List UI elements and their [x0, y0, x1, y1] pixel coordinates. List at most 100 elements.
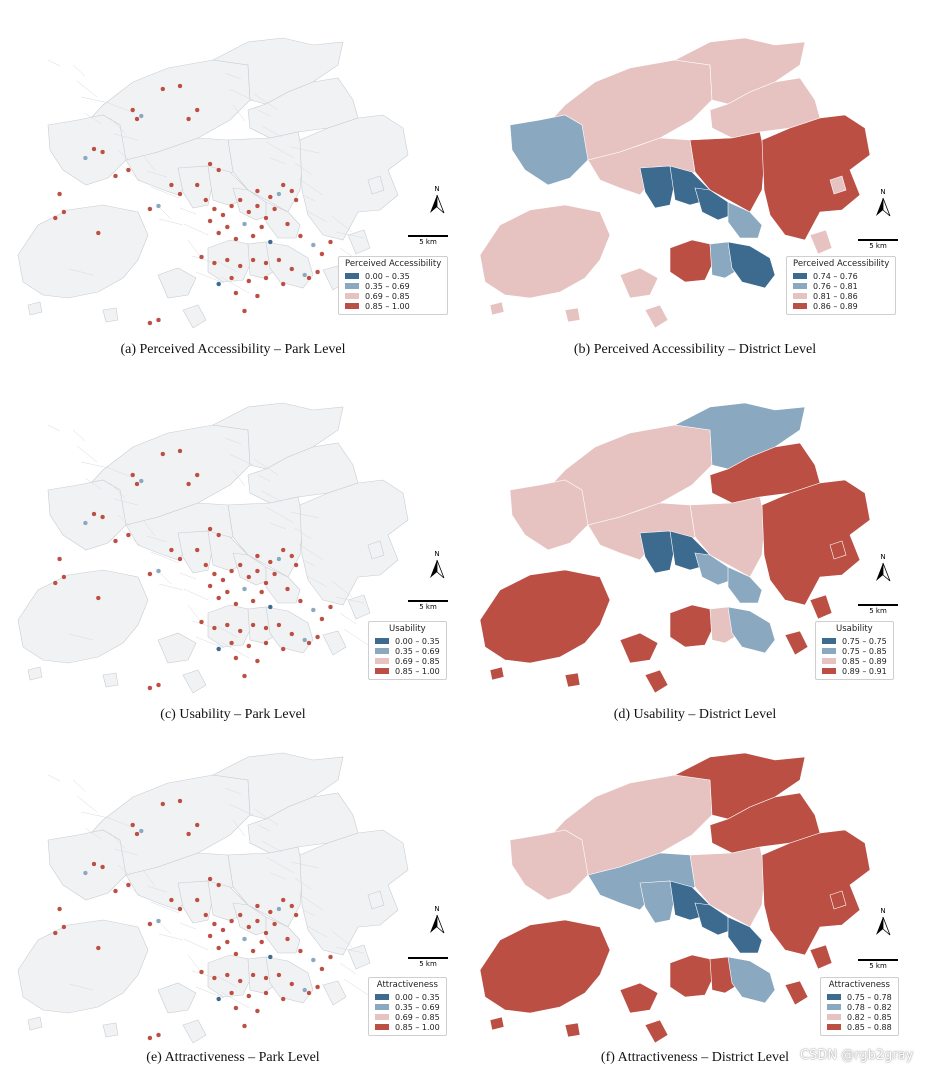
subdistrict-boundary: [302, 194, 316, 202]
park-point: [186, 116, 192, 122]
park-point: [52, 930, 58, 936]
subdistrict-boundary: [158, 218, 184, 226]
district-saikung: [761, 829, 871, 956]
park-point: [224, 972, 230, 978]
park-point: [254, 203, 261, 209]
legend-swatch: [793, 293, 807, 299]
district-tuenmun: [509, 479, 589, 551]
park-point: [315, 984, 321, 990]
legend-title: Attractiveness: [828, 980, 890, 990]
park-point: [147, 320, 153, 326]
park-point: [216, 281, 222, 287]
park-point: [254, 188, 261, 194]
park-point: [263, 275, 269, 281]
outlying-island: [157, 267, 197, 299]
legend-row-1: 0.75 – 0.75: [822, 636, 887, 646]
park-point: [203, 197, 209, 203]
map-panel-c: N 5 km Usability 0.00 – 0.35 0.35 – 0.69…: [8, 385, 458, 735]
park-point: [246, 574, 252, 580]
legend-row-3: 0.69 – 0.85: [345, 291, 441, 301]
outlying-island: [182, 1019, 207, 1044]
subdistrict-boundary: [298, 178, 324, 196]
park-point: [216, 882, 222, 888]
park-point: [160, 86, 166, 92]
park-point: [237, 197, 243, 203]
park-point: [297, 948, 304, 954]
subdistrict-boundary: [146, 885, 168, 893]
park-point: [207, 218, 213, 224]
park-point: [233, 601, 239, 607]
park-point: [194, 547, 200, 553]
subdistrict-boundary: [343, 978, 369, 996]
legend-row-4: 0.85 – 1.00: [375, 666, 440, 676]
legend-label: 0.75 – 0.85: [842, 646, 887, 656]
map-panel-f: N 5 km Attractiveness 0.75 – 0.78 0.78 –…: [470, 735, 920, 1085]
subdistrict-boundary: [265, 506, 295, 524]
park-point: [130, 822, 136, 828]
subdistrict-boundary: [117, 864, 131, 877]
legend-label: 0.81 – 0.86: [813, 291, 858, 301]
park-point: [203, 912, 209, 918]
park-point: [211, 571, 218, 577]
subdistrict-boundary: [142, 519, 156, 537]
subdistrict-boundary: [179, 572, 197, 580]
panel-caption: (f) Attractiveness – District Level: [600, 1050, 790, 1065]
park-point: [263, 215, 269, 221]
legend-label: 0.00 – 0.35: [365, 271, 410, 281]
park-point: [246, 993, 252, 999]
district-level-map: [479, 752, 871, 1044]
park-point: [134, 116, 140, 122]
park-point: [168, 897, 175, 903]
legend-title: Usability: [389, 624, 426, 634]
legend-label: 0.85 – 0.89: [842, 656, 887, 666]
legend-label: 0.85 – 0.88: [847, 1022, 892, 1032]
scale-label: 5 km: [869, 607, 887, 615]
outlying-island: [619, 632, 659, 664]
outlying-island: [27, 1016, 43, 1031]
park-point: [263, 625, 269, 631]
legend-row-3: 0.81 – 0.86: [793, 291, 889, 301]
scale-bar: 5 km: [408, 235, 448, 249]
outlying-island: [322, 630, 347, 656]
basemap-tuenmun: [47, 114, 127, 186]
park-point: [310, 242, 316, 248]
park-point: [138, 113, 144, 119]
park-point: [263, 260, 269, 266]
map-panel-b: N 5 km Perceived Accessibility 0.74 – 0.…: [470, 20, 920, 370]
subdistrict-boundary: [76, 445, 98, 463]
park-point: [289, 266, 295, 272]
park-point: [91, 511, 97, 517]
legend-swatch: [375, 648, 389, 654]
park-point: [310, 607, 316, 613]
park-point: [284, 936, 291, 942]
subdistrict-boundary: [257, 824, 271, 832]
park-point: [254, 903, 261, 909]
park-point: [233, 290, 239, 296]
legend-row-4: 0.85 – 1.00: [345, 301, 441, 311]
subdistrict-boundary: [47, 424, 61, 432]
legend-swatch: [822, 648, 836, 654]
park-point: [276, 191, 282, 197]
outlying-island: [829, 540, 847, 560]
park-point: [147, 571, 153, 577]
park-point: [155, 1032, 162, 1038]
north-arrow: N: [426, 550, 448, 580]
subdistrict-boundary: [339, 962, 357, 975]
district-level-map: [479, 37, 871, 329]
outlying-island: [347, 594, 371, 620]
subdistrict-boundary: [216, 625, 238, 638]
legend-swatch: [827, 1004, 841, 1010]
park-point: [246, 209, 252, 215]
park-point: [56, 191, 63, 197]
subdistrict-boundary: [179, 207, 197, 215]
park-point: [138, 478, 144, 484]
outlying-island: [367, 540, 385, 560]
park-point: [246, 643, 252, 649]
park-point: [224, 257, 230, 263]
park-point: [267, 559, 273, 565]
subdistrict-boundary: [113, 133, 139, 141]
subdistrict-boundary: [109, 117, 127, 135]
outlying-island: [784, 630, 809, 656]
park-point: [155, 203, 162, 209]
scale-bar: 5 km: [408, 600, 448, 614]
